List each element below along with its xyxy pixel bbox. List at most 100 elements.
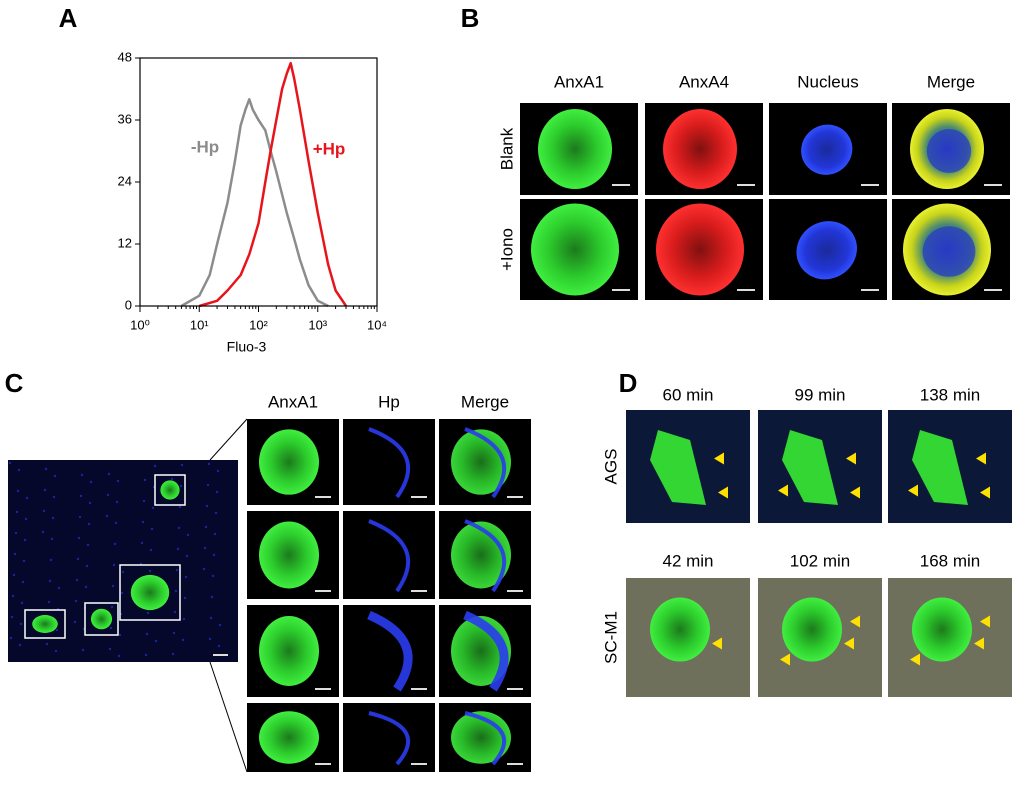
- arrow: [980, 615, 990, 628]
- speckle: [202, 567, 206, 571]
- arrow: [980, 486, 990, 499]
- row-label: SC-M1: [601, 611, 620, 664]
- column-header: Hp: [378, 392, 400, 411]
- speckle: [73, 620, 77, 624]
- y-tick-label: 24: [118, 173, 132, 188]
- arrow: [778, 484, 788, 497]
- speckle: [105, 514, 109, 518]
- series-label: +Hp: [313, 139, 346, 158]
- speckle: [109, 626, 113, 630]
- speckle: [57, 586, 61, 590]
- speckle: [182, 617, 186, 621]
- speckle: [184, 575, 188, 579]
- speckle: [141, 520, 145, 524]
- plot-frame: [139, 57, 378, 307]
- speckle: [12, 573, 16, 577]
- y-tick-label: 12: [118, 235, 132, 250]
- speckle: [112, 563, 116, 567]
- speckle: [10, 615, 14, 619]
- cell-signal: [90, 608, 113, 630]
- y-tick-label: 0: [125, 297, 132, 312]
- speckle: [52, 495, 56, 499]
- speckle: [43, 488, 47, 492]
- hp-signal: [368, 519, 411, 593]
- arrow: [712, 637, 722, 650]
- roi-box: [24, 609, 66, 639]
- speckle: [142, 499, 146, 503]
- speckle: [49, 558, 53, 562]
- speckle: [86, 543, 90, 547]
- speckle: [80, 473, 84, 477]
- column-header: AnxA1: [554, 72, 604, 91]
- column-header: AnxA1: [268, 392, 318, 411]
- x-axis-label: Fluo-3: [227, 339, 267, 355]
- arrow: [850, 615, 860, 628]
- speckle: [120, 591, 124, 595]
- speckle: [178, 505, 182, 509]
- speckle: [173, 610, 177, 614]
- speckle: [215, 490, 219, 494]
- speckle: [78, 515, 82, 519]
- speckle: [145, 632, 149, 636]
- panel-label: D: [619, 368, 638, 398]
- cell-signal: [650, 430, 706, 505]
- speckle: [117, 654, 121, 658]
- hp-signal: [464, 711, 506, 766]
- speckle: [150, 527, 154, 531]
- speckle: [76, 557, 80, 561]
- speckle: [171, 652, 175, 656]
- hp-signal: [463, 610, 509, 692]
- arrow: [910, 653, 920, 666]
- column-header: Merge: [927, 72, 975, 91]
- speckle: [118, 633, 122, 637]
- speckle: [113, 542, 117, 546]
- speckle: [13, 552, 17, 556]
- speckle: [89, 480, 93, 484]
- nucleus: [801, 124, 853, 175]
- micrograph: [343, 511, 435, 599]
- speckle: [50, 537, 54, 541]
- speckle: [19, 622, 23, 626]
- hp-signal: [464, 519, 507, 593]
- speckle: [106, 493, 110, 497]
- x-tick-label: 10²: [249, 317, 268, 332]
- cell-signal: [130, 574, 170, 611]
- x-tick-label: 10¹: [190, 317, 209, 332]
- time-label: 42 min: [662, 551, 713, 570]
- cell-signal: [650, 597, 710, 662]
- speckle: [186, 533, 190, 537]
- speckle: [205, 504, 209, 508]
- speckle: [44, 467, 48, 471]
- nucleus: [796, 221, 857, 280]
- speckle: [41, 530, 45, 534]
- speckle: [87, 522, 91, 526]
- speckle: [170, 477, 174, 481]
- series-line: [198, 61, 348, 308]
- speckle: [16, 489, 20, 493]
- speckle: [214, 511, 218, 515]
- cell-signal: [259, 616, 319, 686]
- speckle: [154, 639, 158, 643]
- cell-signal: [782, 597, 842, 662]
- speckle: [211, 574, 215, 578]
- arrow: [846, 452, 856, 465]
- speckle: [179, 484, 183, 488]
- zoom-line: [209, 418, 248, 461]
- speckle: [25, 496, 29, 500]
- panel-label: C: [5, 368, 24, 398]
- panel-label: B: [461, 3, 480, 33]
- speckle: [24, 517, 28, 521]
- cell-signal: [663, 109, 737, 189]
- speckle: [108, 647, 112, 651]
- speckle: [218, 623, 222, 627]
- zoom-line: [209, 661, 248, 773]
- cell-signal: [259, 521, 319, 589]
- speckle: [22, 559, 26, 563]
- arrow: [718, 486, 728, 499]
- cell-signal: [259, 429, 319, 495]
- micrograph: [343, 419, 435, 505]
- speckle: [180, 463, 184, 467]
- column-header: Nucleus: [797, 72, 858, 91]
- speckle: [217, 644, 221, 648]
- series-line: [180, 98, 329, 308]
